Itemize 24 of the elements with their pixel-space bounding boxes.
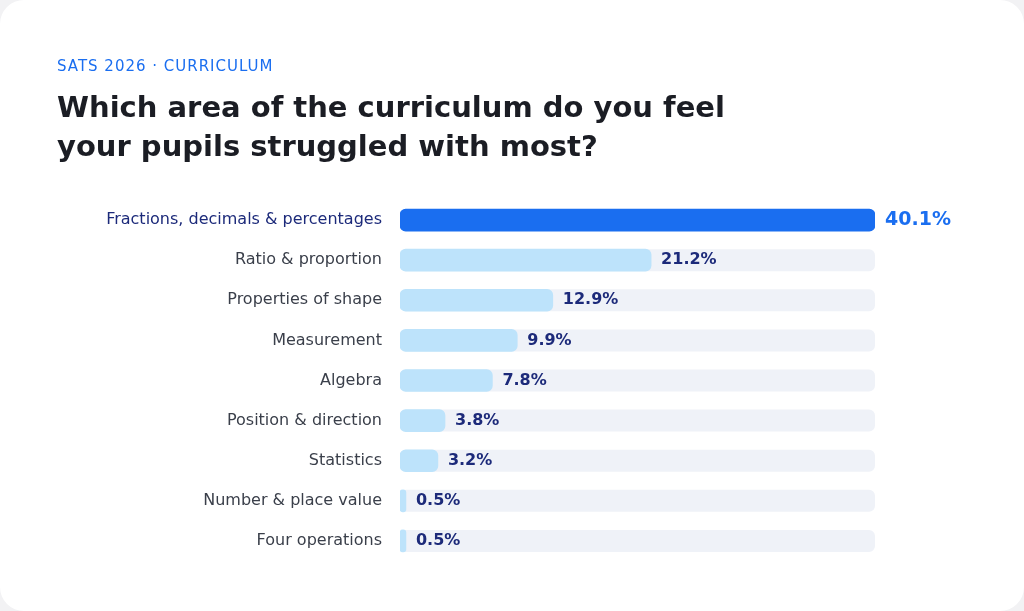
data-label: 21.2% [661, 249, 717, 269]
y-tick-label: Measurement [272, 329, 382, 349]
data-label: 9.9% [527, 329, 572, 349]
bar [400, 329, 518, 352]
y-tick-label: Fractions, decimals & percentages [106, 209, 382, 229]
bar [400, 449, 439, 473]
y-tick-label: Four operations [256, 530, 382, 550]
data-label: 0.5% [415, 530, 461, 550]
data-label: 3.8% [455, 409, 500, 429]
y-tick-label: Properties of shape [227, 289, 382, 309]
text: SATS 2026 · CURRICULUM [57, 57, 274, 75]
y-tick-label: Statistics [308, 449, 382, 469]
y-tick-label: Ratio & proportion [234, 249, 382, 269]
data-label: 3.2% [447, 449, 493, 469]
chart-title: Which area of the curriculum do you feel your pupils struggled with most? [57, 89, 726, 165]
y-tick-label: Algebra [320, 369, 382, 389]
y-tick-label: Position & direction [226, 409, 382, 429]
data-label: 12.9% [562, 289, 619, 309]
data-label: 7.8% [502, 369, 547, 389]
data-label: 40.1% [885, 206, 951, 229]
y-tick-label: Number & place value [203, 489, 382, 509]
bar [400, 409, 446, 432]
bar [400, 369, 493, 392]
data-label: 0.5% [415, 489, 461, 509]
